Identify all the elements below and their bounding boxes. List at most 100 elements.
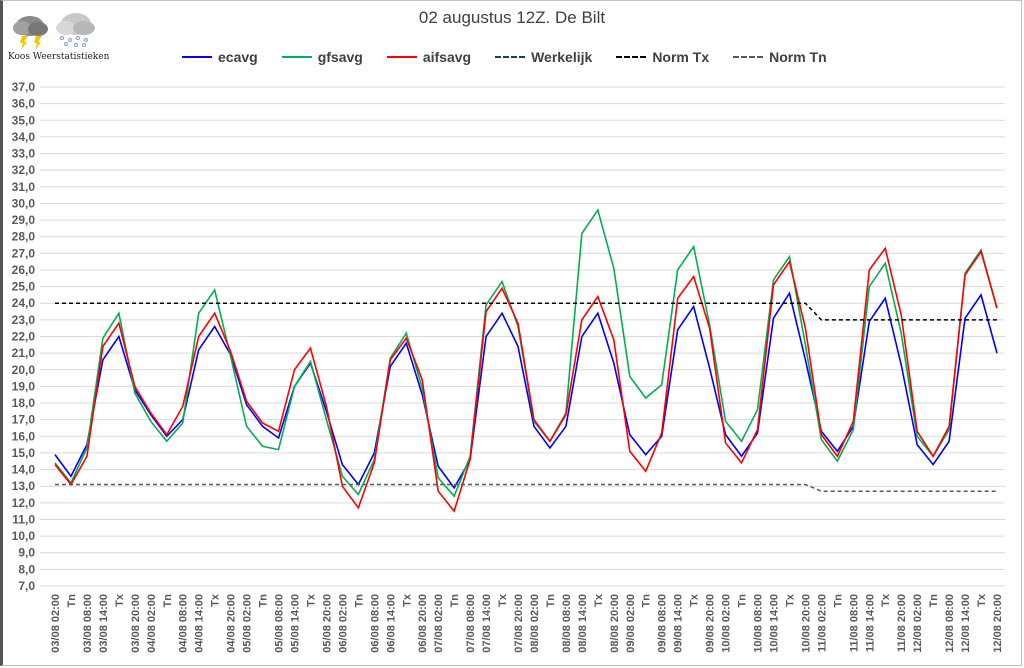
legend-swatch (281, 56, 312, 58)
x-tick-label: Tx (497, 593, 509, 607)
y-tick-label: 16,0 (12, 429, 36, 443)
y-tick-label: 36,0 (12, 97, 36, 111)
x-tick-label: 11/08 20:00 (896, 594, 908, 652)
y-tick-label: 13,0 (12, 479, 36, 493)
x-tick-label: Tn (832, 594, 844, 608)
x-tick-label: Tx (784, 593, 796, 607)
x-tick-label: 12/08 02:00 (912, 594, 924, 653)
y-tick-label: 32,0 (12, 163, 36, 177)
y-tick-label: 9,0 (18, 546, 35, 560)
y-tick-label: 18,0 (12, 396, 36, 410)
x-tick-label: Tn (641, 594, 653, 608)
series-line-norm-tn (55, 483, 997, 492)
x-tick-label: Tx (593, 593, 605, 607)
legend-label: Werkelijk (531, 49, 593, 65)
x-tick-label: 07/08 02:00 (433, 594, 445, 653)
legend-item: Norm Tx (616, 49, 709, 65)
y-tick-label: 8,0 (18, 562, 35, 576)
legend-item: Norm Tn (733, 49, 827, 65)
x-tick-label: 11/08 14:00 (864, 594, 876, 652)
x-tick-label: 03/08 08:00 (82, 594, 94, 653)
x-tick-label: 06/08 02:00 (337, 594, 349, 653)
y-tick-label: 34,0 (12, 130, 36, 144)
x-tick-label: 05/08 14:00 (289, 594, 301, 653)
legend-swatch (616, 56, 647, 58)
x-tick-label: Tn (545, 594, 557, 608)
legend-swatch (495, 56, 526, 58)
x-tick-label: Tx (114, 593, 126, 607)
legend-label: Norm Tn (769, 49, 827, 65)
x-tick-label: 07/08 20:00 (513, 594, 525, 653)
legend-label: Norm Tx (652, 49, 710, 65)
x-tick-label: 05/08 02:00 (242, 594, 254, 653)
x-tick-label: 09/08 08:00 (657, 594, 669, 653)
x-tick-label: 05/08 20:00 (321, 594, 333, 653)
series-line-norm-tx (55, 302, 997, 321)
legend-swatch (733, 56, 764, 58)
x-tick-label: 10/08 20:00 (800, 594, 812, 653)
y-tick-label: 14,0 (12, 463, 36, 477)
legend-label: aifsavg (422, 49, 472, 65)
legend: ecavg gfsavg aifsavg Werkelijk Norm Tx Norm T… (182, 49, 851, 65)
x-tick-label: Tn (258, 594, 270, 608)
x-tick-label: 10/08 08:00 (753, 594, 765, 653)
snow-cloud-icon (56, 13, 95, 47)
y-tick-label: 24,0 (12, 296, 36, 310)
x-tick-label: 07/08 08:00 (465, 594, 477, 653)
thunderstorm-cloud-icon (13, 16, 48, 50)
y-tick-label: 26,0 (12, 263, 36, 277)
x-tick-label: Tx (401, 593, 413, 607)
x-tick-label: 06/08 14:00 (385, 594, 397, 653)
y-tick-label: 10,0 (12, 529, 36, 543)
legend-swatch (386, 56, 417, 58)
y-tick-label: 21,0 (12, 346, 36, 360)
chart-title: 02 augustus 12Z. De Bilt (418, 8, 606, 27)
y-tick-label: 20,0 (12, 363, 36, 377)
legend-label: ecavg (218, 49, 258, 65)
x-tick-label: 09/08 20:00 (705, 594, 717, 653)
y-tick-label: 33,0 (12, 147, 36, 161)
x-tick-label: Tx (689, 593, 701, 607)
y-tick-label: 19,0 (12, 379, 36, 393)
x-tick-label: 04/08 20:00 (226, 594, 238, 653)
legend-item: Werkelijk (495, 49, 592, 65)
y-tick-label: 7,0 (18, 579, 35, 593)
legend-item: ecavg (182, 49, 258, 65)
x-tick-label: 07/08 14:00 (481, 594, 493, 653)
y-tick-label: 22,0 (12, 330, 36, 344)
x-tick-label: 04/08 02:00 (146, 594, 158, 653)
y-tick-label: 11,0 (12, 512, 35, 526)
x-tick-label: 12/08 14:00 (960, 594, 972, 653)
series-line-ecavg (54, 291, 998, 490)
x-tick-label: 12/08 08:00 (944, 594, 956, 653)
y-tick-label: 29,0 (12, 213, 36, 227)
x-tick-label: 08/08 02:00 (529, 594, 541, 653)
x-tick-label: 08/08 14:00 (577, 594, 589, 653)
legend-label: gfsavg (317, 49, 363, 65)
legend-item: aifsavg (386, 49, 472, 65)
x-tick-label: 03/08 20:00 (130, 594, 142, 653)
x-tick-label: 10/08 02:00 (721, 594, 733, 653)
y-tick-label: 28,0 (12, 230, 36, 244)
y-tick-label: 17,0 (12, 413, 36, 427)
x-tick-label: Tn (737, 594, 749, 608)
x-tick-label: 12/08 20:00 (992, 594, 1004, 653)
x-tick-label: 09/08 14:00 (673, 594, 685, 653)
y-tick-label: 35,0 (12, 113, 36, 127)
x-tick-label: 04/08 08:00 (178, 594, 190, 653)
y-tick-label: 27,0 (12, 246, 36, 260)
x-tick-label: 08/08 08:00 (561, 594, 573, 653)
x-tick-label: 11/08 08:00 (848, 594, 860, 652)
legend-swatch (182, 56, 212, 58)
y-tick-label: 15,0 (12, 446, 36, 460)
x-tick-label: 04/08 14:00 (194, 594, 206, 653)
x-tick-label: 06/08 08:00 (369, 594, 381, 653)
x-tick-label: 10/08 14:00 (768, 594, 780, 653)
x-tick-label: Tn (162, 594, 174, 608)
y-tick-label: 25,0 (12, 280, 36, 294)
x-tick-label: Tn (66, 594, 78, 608)
y-tick-label: 37,0 (12, 80, 36, 94)
logo-text: Koos Weerstatistieken (8, 52, 110, 62)
